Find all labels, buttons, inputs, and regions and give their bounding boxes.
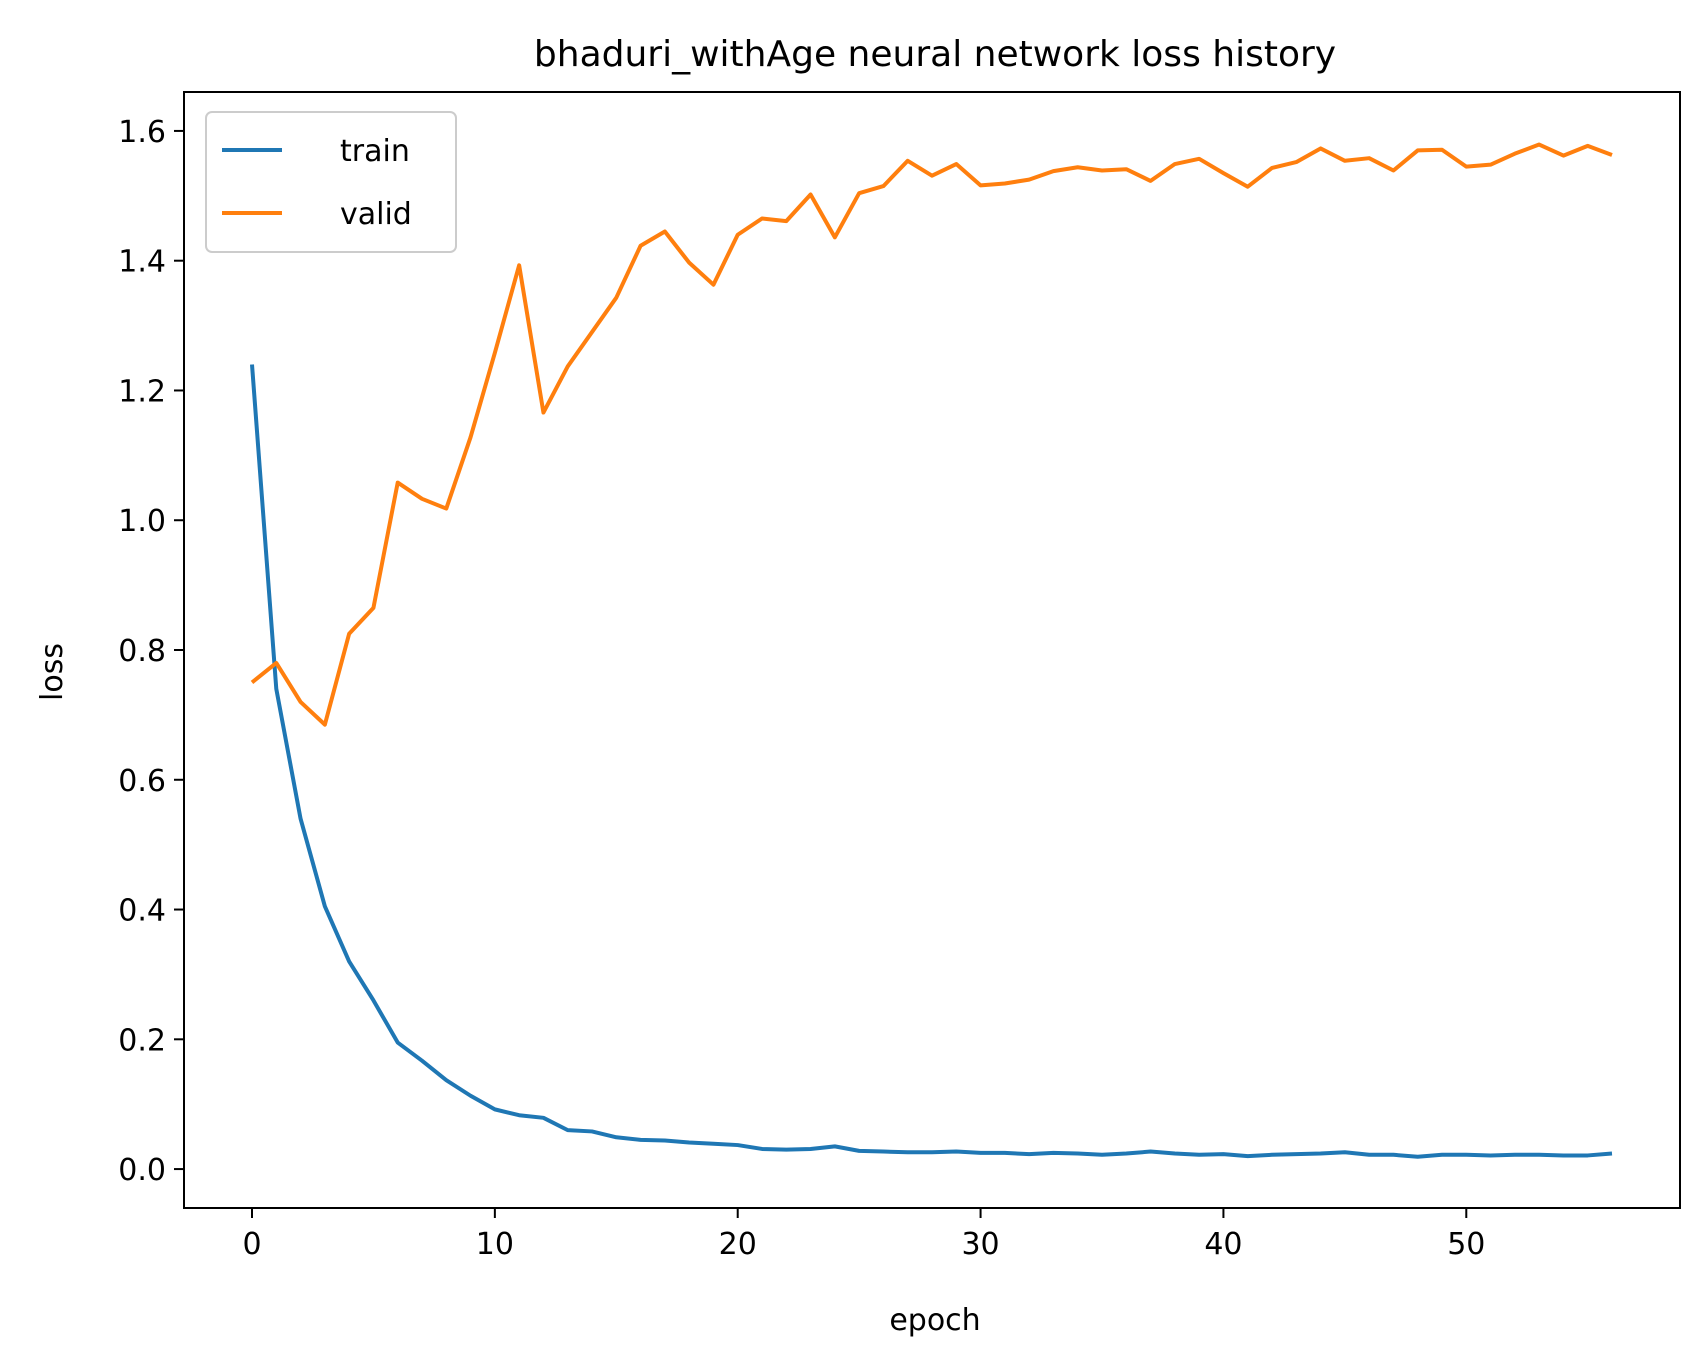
y-axis-ticks: 0.0 0.2 0.4 0.6 0.8 1.0 1.2 1.4 1.6 (118, 115, 184, 1188)
y-tick-label: 0.2 (118, 1023, 166, 1058)
series-line-train (250, 364, 1613, 1159)
x-tick-label: 50 (1447, 1227, 1485, 1262)
chart-title: bhaduri_withAge neural network loss hist… (534, 34, 1336, 75)
x-tick-label: 30 (961, 1227, 999, 1262)
legend-box (205, 111, 457, 253)
x-axis-ticks: 0 10 20 30 40 50 (242, 1208, 1485, 1262)
legend-label-train: train (340, 134, 410, 169)
y-tick-label: 1.2 (118, 374, 166, 409)
series-layer (250, 142, 1613, 1159)
x-tick-label: 0 (242, 1227, 261, 1262)
y-tick-label: 1.0 (118, 504, 166, 539)
x-axis-label: epoch (889, 1303, 980, 1338)
plot-frame (183, 91, 1681, 1209)
series-line-valid (250, 142, 1613, 727)
y-tick-label: 0.8 (118, 634, 166, 669)
y-tick-label: 0.0 (118, 1153, 166, 1188)
x-tick-label: 20 (719, 1227, 757, 1262)
x-tick-label: 10 (476, 1227, 514, 1262)
legend-label-valid: valid (340, 197, 412, 232)
y-axis-label: loss (35, 643, 70, 701)
y-tick-label: 1.4 (118, 245, 166, 280)
y-tick-label: 1.6 (118, 115, 166, 150)
y-tick-label: 0.4 (118, 894, 166, 929)
y-tick-label: 0.6 (118, 764, 166, 799)
legend: train valid (205, 111, 457, 253)
x-tick-label: 40 (1204, 1227, 1242, 1262)
